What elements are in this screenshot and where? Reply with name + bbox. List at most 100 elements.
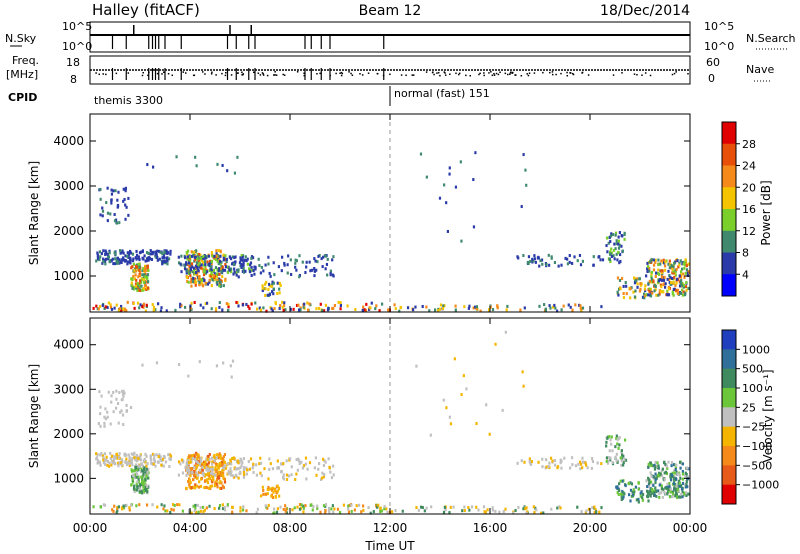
echo-cell [180, 304, 183, 308]
echo-cell [645, 293, 648, 297]
echo-cell [194, 256, 198, 260]
echo-cell [326, 308, 330, 312]
echo-cell [650, 491, 653, 495]
echo-cell [139, 487, 142, 491]
echo-cell [233, 256, 236, 260]
echo-cell [568, 253, 571, 257]
echo-cell [146, 257, 149, 261]
echo-cell [261, 485, 264, 489]
echo-cell [654, 486, 657, 490]
echo-cell [659, 278, 662, 282]
echo-cell [333, 507, 336, 511]
echo-cell [192, 477, 195, 481]
colorbar-swatch [722, 274, 736, 297]
echo-cell [130, 452, 133, 456]
echo-cell [662, 488, 665, 492]
echo-cell [685, 483, 688, 487]
colorbar-tick-label: 8 [742, 247, 749, 260]
echo-cell [241, 461, 244, 465]
echo-cell [213, 453, 216, 457]
echo-cell [129, 251, 133, 255]
echo-cell [675, 463, 678, 467]
echo-cell [181, 509, 184, 513]
echo-cell [393, 303, 396, 307]
echo-cell [324, 254, 327, 258]
echo-cell [656, 461, 659, 465]
echo-cell [683, 275, 686, 279]
freq-dot [167, 72, 170, 75]
echo-cell [146, 487, 149, 491]
echo-cell [145, 454, 148, 458]
echo-cell [362, 504, 365, 508]
xtick-label: 16:00 [473, 521, 508, 535]
echo-cell [249, 457, 253, 461]
echo-cell [173, 503, 176, 507]
echo-cell [179, 262, 182, 266]
echo-cell [146, 267, 149, 271]
echo-cell [95, 259, 98, 263]
echo-cell [221, 473, 224, 477]
echo-cell [655, 494, 658, 498]
echo-cell [429, 433, 432, 437]
echo-cell [679, 273, 683, 277]
echo-cell [130, 483, 133, 487]
freq-dot [566, 74, 569, 77]
echo-cell [96, 461, 99, 465]
echo-cell [524, 507, 527, 511]
echo-cell [375, 304, 378, 308]
echo-cell [660, 269, 663, 273]
echo-cell [213, 459, 216, 463]
echo-cell [231, 456, 234, 460]
echo-cell [647, 477, 650, 481]
echo-cell [189, 280, 193, 284]
echo-cell [218, 471, 221, 475]
echo-cell [193, 509, 196, 513]
echo-cell [529, 259, 532, 263]
echo-cell [623, 438, 627, 442]
echo-cell [195, 459, 198, 463]
echo-cell [123, 197, 126, 201]
echo-cell [647, 261, 650, 265]
echo-cell [193, 453, 196, 457]
echo-cell [668, 484, 671, 488]
echo-cell [578, 460, 582, 464]
echo-cell [399, 305, 403, 309]
freq-dot [491, 74, 494, 77]
echo-cell [136, 473, 139, 477]
echo-cell [548, 263, 551, 267]
echo-cell [553, 463, 557, 467]
echo-cell [453, 357, 456, 361]
echo-cell [654, 274, 657, 278]
echo-cell [685, 264, 688, 268]
echo-cell [329, 470, 332, 474]
echo-cell [144, 309, 147, 313]
echo-cell [271, 280, 274, 284]
echo-cell [680, 282, 683, 286]
echo-cell [188, 485, 191, 489]
echo-cell [224, 254, 227, 258]
echo-cell [141, 479, 144, 483]
echo-cell [122, 307, 125, 311]
echo-cell [678, 261, 681, 265]
echo-cell [467, 506, 470, 510]
echo-cell [162, 253, 165, 257]
echo-cell [216, 282, 219, 286]
time-axis: 00:00 04:00 08:00 12:00 16:00 20:00 00:00 [73, 114, 707, 535]
echo-cell [619, 287, 622, 291]
echo-cell [439, 303, 443, 307]
echo-cell [578, 303, 581, 307]
freq-dot [566, 71, 568, 74]
echo-cell [196, 461, 199, 465]
freq-dot [488, 72, 490, 74]
echo-cell [321, 309, 324, 313]
echo-cell [168, 464, 171, 468]
echo-cell [142, 278, 145, 282]
echo-cell [616, 460, 619, 464]
echo-cell [615, 485, 618, 489]
echo-cell [663, 478, 666, 482]
echo-cell [290, 473, 293, 477]
echo-cell [124, 460, 127, 464]
echo-cell [648, 481, 651, 485]
echo-cell [116, 506, 119, 510]
echo-cell [190, 471, 193, 475]
